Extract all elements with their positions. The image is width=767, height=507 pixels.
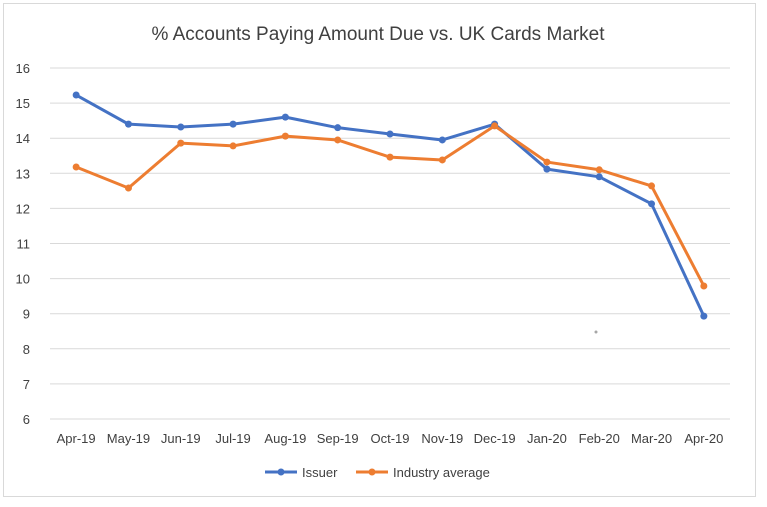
y-tick-label: 8 xyxy=(23,342,30,357)
y-tick-label: 12 xyxy=(16,201,30,216)
chart-title: % Accounts Paying Amount Due vs. UK Card… xyxy=(151,24,605,45)
data-point xyxy=(648,200,656,208)
legend-marker xyxy=(277,468,285,476)
data-point xyxy=(124,184,132,192)
data-point xyxy=(72,91,80,99)
data-point xyxy=(595,173,603,181)
x-tick-label: Jul-19 xyxy=(215,431,250,446)
legend-marker xyxy=(368,468,376,476)
data-point xyxy=(386,153,394,161)
data-point xyxy=(229,120,237,128)
data-point xyxy=(700,312,708,320)
data-point xyxy=(438,156,446,164)
data-point xyxy=(334,136,342,144)
x-tick-label: Jan-20 xyxy=(527,431,567,446)
y-tick-label: 11 xyxy=(17,237,31,252)
x-tick-label: Feb-20 xyxy=(579,431,620,446)
chart-frame xyxy=(3,3,756,497)
data-point xyxy=(648,182,656,190)
y-tick-label: 16 xyxy=(16,61,30,76)
data-point xyxy=(281,132,289,140)
y-tick-label: 15 xyxy=(16,96,30,111)
y-tick-label: 13 xyxy=(16,166,30,181)
data-point xyxy=(543,158,551,166)
data-point xyxy=(386,130,394,138)
y-tick-label: 6 xyxy=(23,412,30,427)
stray-dot xyxy=(594,330,598,334)
data-point xyxy=(438,136,446,144)
data-point xyxy=(177,123,185,131)
x-tick-label: Jun-19 xyxy=(161,431,201,446)
data-point xyxy=(281,113,289,121)
data-point xyxy=(543,165,551,173)
series-line-issuer xyxy=(75,93,706,317)
legend: Issuer Industry average xyxy=(265,465,490,480)
x-tick-label: Nov-19 xyxy=(421,431,463,446)
data-point xyxy=(595,166,603,174)
legend-label: Issuer xyxy=(302,465,338,480)
legend-label: Industry average xyxy=(393,465,490,480)
x-tick-label: Sep-19 xyxy=(317,431,359,446)
x-tick-label: May-19 xyxy=(107,431,150,446)
data-point xyxy=(334,124,342,132)
data-point xyxy=(229,142,237,150)
y-tick-label: 14 xyxy=(16,131,30,146)
x-tick-label: Mar-20 xyxy=(631,431,672,446)
series-line-industry-average xyxy=(75,124,706,287)
x-tick-label: Aug-19 xyxy=(264,431,306,446)
data-point xyxy=(700,282,708,290)
y-tick-label: 9 xyxy=(23,307,30,322)
x-tick-label: Dec-19 xyxy=(474,431,516,446)
x-tick-label: Apr-20 xyxy=(684,431,723,446)
data-point xyxy=(124,120,132,128)
y-tick-label: 7 xyxy=(23,377,30,392)
data-point xyxy=(177,139,185,147)
y-tick-label: 10 xyxy=(16,272,30,287)
x-tick-label: Oct-19 xyxy=(370,431,409,446)
data-point xyxy=(72,163,80,171)
data-point xyxy=(491,122,499,130)
x-tick-label: Apr-19 xyxy=(57,431,96,446)
